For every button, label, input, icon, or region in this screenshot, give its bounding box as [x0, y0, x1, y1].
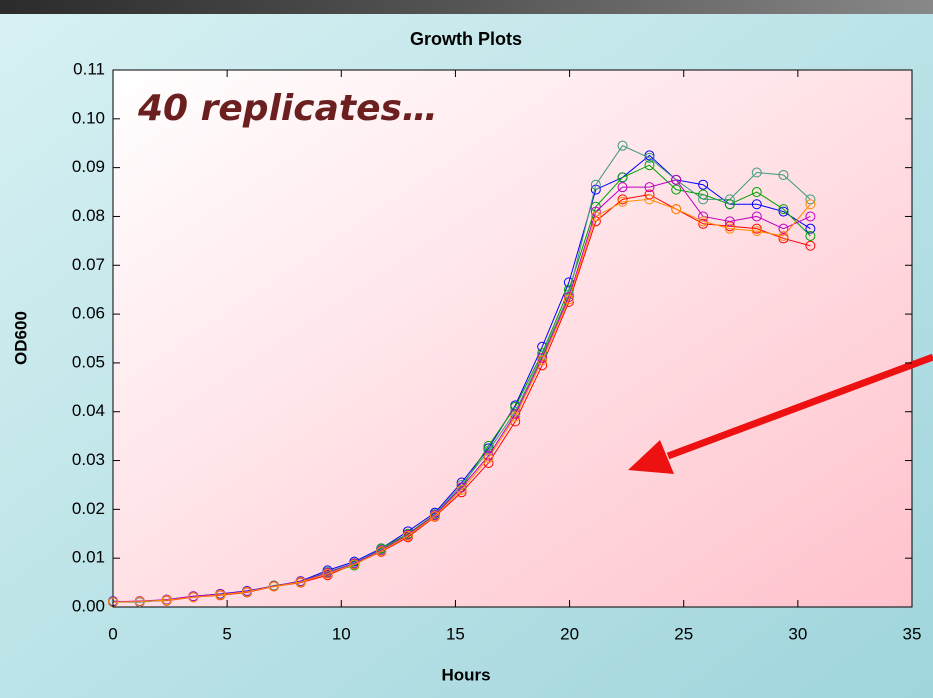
data-point	[617, 140, 628, 151]
data-point	[295, 577, 306, 588]
data-point	[644, 152, 655, 163]
data-point	[805, 230, 816, 241]
data-point	[805, 194, 816, 205]
x-tick-label: 5	[222, 624, 231, 643]
data-point	[483, 453, 494, 464]
data-point	[805, 211, 816, 222]
data-point	[805, 199, 816, 210]
y-tick-label: 0.10	[72, 108, 105, 127]
data-point	[751, 187, 762, 198]
series-line	[112, 198, 811, 603]
data-point	[778, 230, 789, 241]
data-point	[724, 223, 735, 234]
data-point	[215, 589, 226, 600]
data-point	[402, 530, 413, 541]
data-point	[778, 206, 789, 217]
data-point	[617, 172, 628, 183]
data-point	[751, 226, 762, 237]
data-point	[778, 223, 789, 234]
y-tick-label: 0.07	[72, 255, 105, 274]
data-point	[563, 292, 574, 303]
data-point	[671, 184, 682, 195]
x-tick-label: 30	[788, 624, 807, 643]
data-point	[349, 559, 360, 570]
x-tick-label: 10	[332, 624, 351, 643]
x-tick-label: 35	[903, 624, 922, 643]
data-point	[134, 596, 145, 607]
data-point	[376, 546, 387, 557]
y-tick-label: 0.04	[72, 401, 105, 420]
data-point	[590, 179, 601, 190]
x-tick-label: 20	[560, 624, 579, 643]
data-point	[698, 179, 709, 190]
x-tick-label: 15	[446, 624, 465, 643]
data-point	[698, 216, 709, 227]
x-tick-label: 0	[108, 624, 117, 643]
arrow	[628, 353, 933, 474]
data-point	[617, 194, 628, 205]
data-point	[644, 194, 655, 205]
data-point	[805, 223, 816, 234]
data-point	[537, 353, 548, 364]
y-tick-label: 0.08	[72, 206, 105, 225]
data-point	[751, 199, 762, 210]
y-axis-label: OD600	[11, 311, 30, 365]
y-tick-label: 0.02	[72, 499, 105, 518]
data-point	[724, 194, 735, 205]
y-tick-label: 0.11	[73, 59, 105, 78]
data-point	[510, 409, 521, 420]
x-axis-label: Hours	[441, 665, 490, 684]
y-tick-label: 0.06	[72, 304, 105, 323]
data-point	[456, 484, 467, 495]
data-point	[617, 182, 628, 193]
y-tick-label: 0.00	[72, 596, 105, 615]
data-point	[537, 355, 548, 366]
data-point	[778, 169, 789, 180]
data-point	[724, 216, 735, 227]
series-layer	[108, 140, 816, 608]
data-point	[268, 581, 279, 592]
photo-strip	[0, 0, 933, 14]
data-point	[429, 511, 440, 522]
data-point	[671, 174, 682, 185]
plot-area	[112, 69, 913, 608]
data-point	[778, 204, 789, 215]
data-point	[644, 160, 655, 171]
y-tick-label: 0.03	[72, 450, 105, 469]
y-tick-label: 0.01	[72, 548, 105, 567]
data-point	[644, 182, 655, 193]
data-point	[322, 568, 333, 579]
data-point	[242, 586, 253, 597]
y-tick-label: 0.09	[72, 157, 105, 176]
x-tick-label: 25	[674, 624, 693, 643]
data-point	[563, 294, 574, 305]
data-point	[590, 211, 601, 222]
data-point	[161, 595, 172, 606]
data-point	[805, 240, 816, 251]
data-point	[188, 592, 199, 603]
data-point	[617, 196, 628, 207]
annotation: 40 replicates…	[137, 88, 438, 129]
data-point	[456, 482, 467, 493]
chart-title: Growth Plots	[410, 29, 522, 49]
data-point	[483, 450, 494, 461]
y-tick-label: 0.05	[72, 352, 105, 371]
data-point	[778, 233, 789, 244]
data-point	[510, 411, 521, 422]
data-point	[751, 211, 762, 222]
data-point	[751, 167, 762, 178]
data-point	[698, 194, 709, 205]
data-point	[698, 218, 709, 229]
data-point	[671, 204, 682, 215]
data-point	[751, 223, 762, 234]
